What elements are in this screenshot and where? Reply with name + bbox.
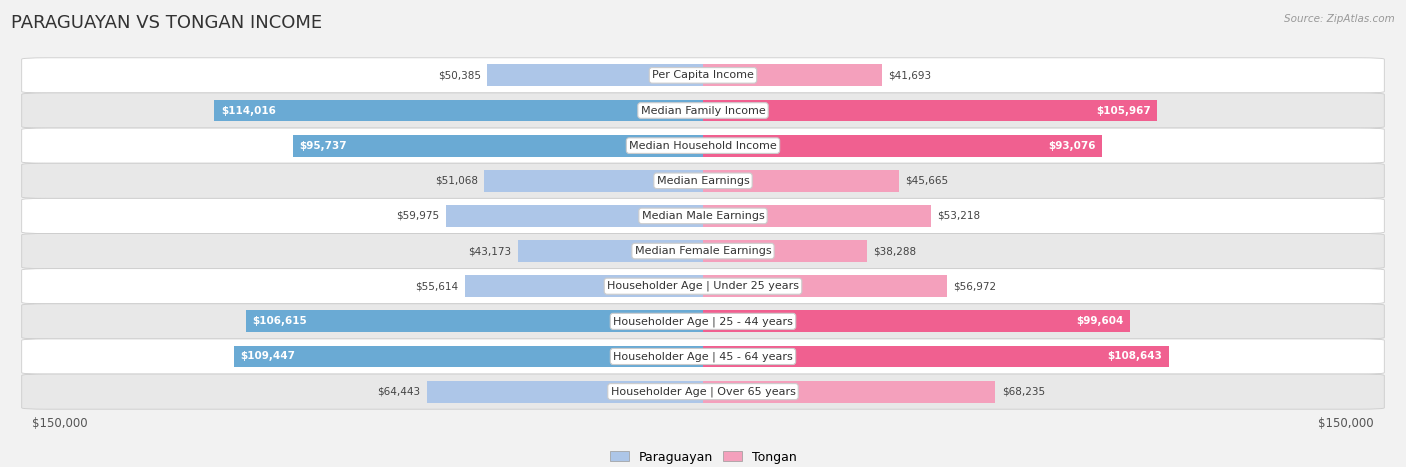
Text: $95,737: $95,737: [299, 141, 347, 151]
Bar: [484, 170, 703, 191]
Text: $56,972: $56,972: [953, 281, 997, 291]
Text: $68,235: $68,235: [1002, 387, 1045, 396]
Bar: [703, 205, 931, 227]
Text: Median Female Earnings: Median Female Earnings: [634, 246, 772, 256]
FancyBboxPatch shape: [21, 339, 1385, 374]
Bar: [703, 170, 898, 191]
Text: Median Male Earnings: Median Male Earnings: [641, 211, 765, 221]
FancyBboxPatch shape: [21, 304, 1385, 339]
Bar: [427, 381, 703, 403]
FancyBboxPatch shape: [21, 58, 1385, 93]
Text: $93,076: $93,076: [1047, 141, 1095, 151]
Text: $109,447: $109,447: [240, 352, 295, 361]
Text: Per Capita Income: Per Capita Income: [652, 71, 754, 80]
Bar: [703, 64, 882, 86]
Text: $53,218: $53,218: [938, 211, 980, 221]
Text: $59,975: $59,975: [396, 211, 440, 221]
Text: $64,443: $64,443: [377, 387, 420, 396]
FancyBboxPatch shape: [21, 163, 1385, 198]
Bar: [486, 64, 703, 86]
Text: $108,643: $108,643: [1108, 352, 1163, 361]
Text: Source: ZipAtlas.com: Source: ZipAtlas.com: [1284, 14, 1395, 24]
FancyBboxPatch shape: [21, 269, 1385, 304]
Legend: Paraguayan, Tongan: Paraguayan, Tongan: [605, 446, 801, 467]
Text: $106,615: $106,615: [253, 316, 308, 326]
Bar: [233, 346, 703, 368]
Bar: [446, 205, 703, 227]
Bar: [703, 381, 995, 403]
Text: $55,614: $55,614: [415, 281, 458, 291]
FancyBboxPatch shape: [21, 374, 1385, 409]
Text: Householder Age | Under 25 years: Householder Age | Under 25 years: [607, 281, 799, 291]
Bar: [246, 311, 703, 332]
Bar: [517, 240, 703, 262]
Text: Householder Age | 25 - 44 years: Householder Age | 25 - 44 years: [613, 316, 793, 326]
Text: Median Household Income: Median Household Income: [628, 141, 778, 151]
Text: $114,016: $114,016: [221, 106, 276, 115]
Bar: [703, 346, 1168, 368]
Text: $50,385: $50,385: [437, 71, 481, 80]
Text: $43,173: $43,173: [468, 246, 512, 256]
FancyBboxPatch shape: [21, 234, 1385, 269]
Text: $99,604: $99,604: [1076, 316, 1123, 326]
Text: Householder Age | 45 - 64 years: Householder Age | 45 - 64 years: [613, 351, 793, 362]
Text: $45,665: $45,665: [905, 176, 948, 186]
Text: Householder Age | Over 65 years: Householder Age | Over 65 years: [610, 386, 796, 397]
Bar: [703, 99, 1157, 121]
Bar: [292, 135, 703, 156]
Bar: [703, 135, 1102, 156]
FancyBboxPatch shape: [21, 93, 1385, 128]
Text: PARAGUAYAN VS TONGAN INCOME: PARAGUAYAN VS TONGAN INCOME: [11, 14, 322, 32]
Text: $51,068: $51,068: [434, 176, 478, 186]
FancyBboxPatch shape: [21, 198, 1385, 234]
Text: $41,693: $41,693: [889, 71, 931, 80]
Bar: [215, 99, 703, 121]
Text: Median Earnings: Median Earnings: [657, 176, 749, 186]
Bar: [703, 276, 948, 297]
Bar: [703, 240, 868, 262]
Text: $105,967: $105,967: [1095, 106, 1150, 115]
Bar: [703, 311, 1130, 332]
FancyBboxPatch shape: [21, 128, 1385, 163]
Bar: [465, 276, 703, 297]
Text: Median Family Income: Median Family Income: [641, 106, 765, 115]
Text: $38,288: $38,288: [873, 246, 917, 256]
